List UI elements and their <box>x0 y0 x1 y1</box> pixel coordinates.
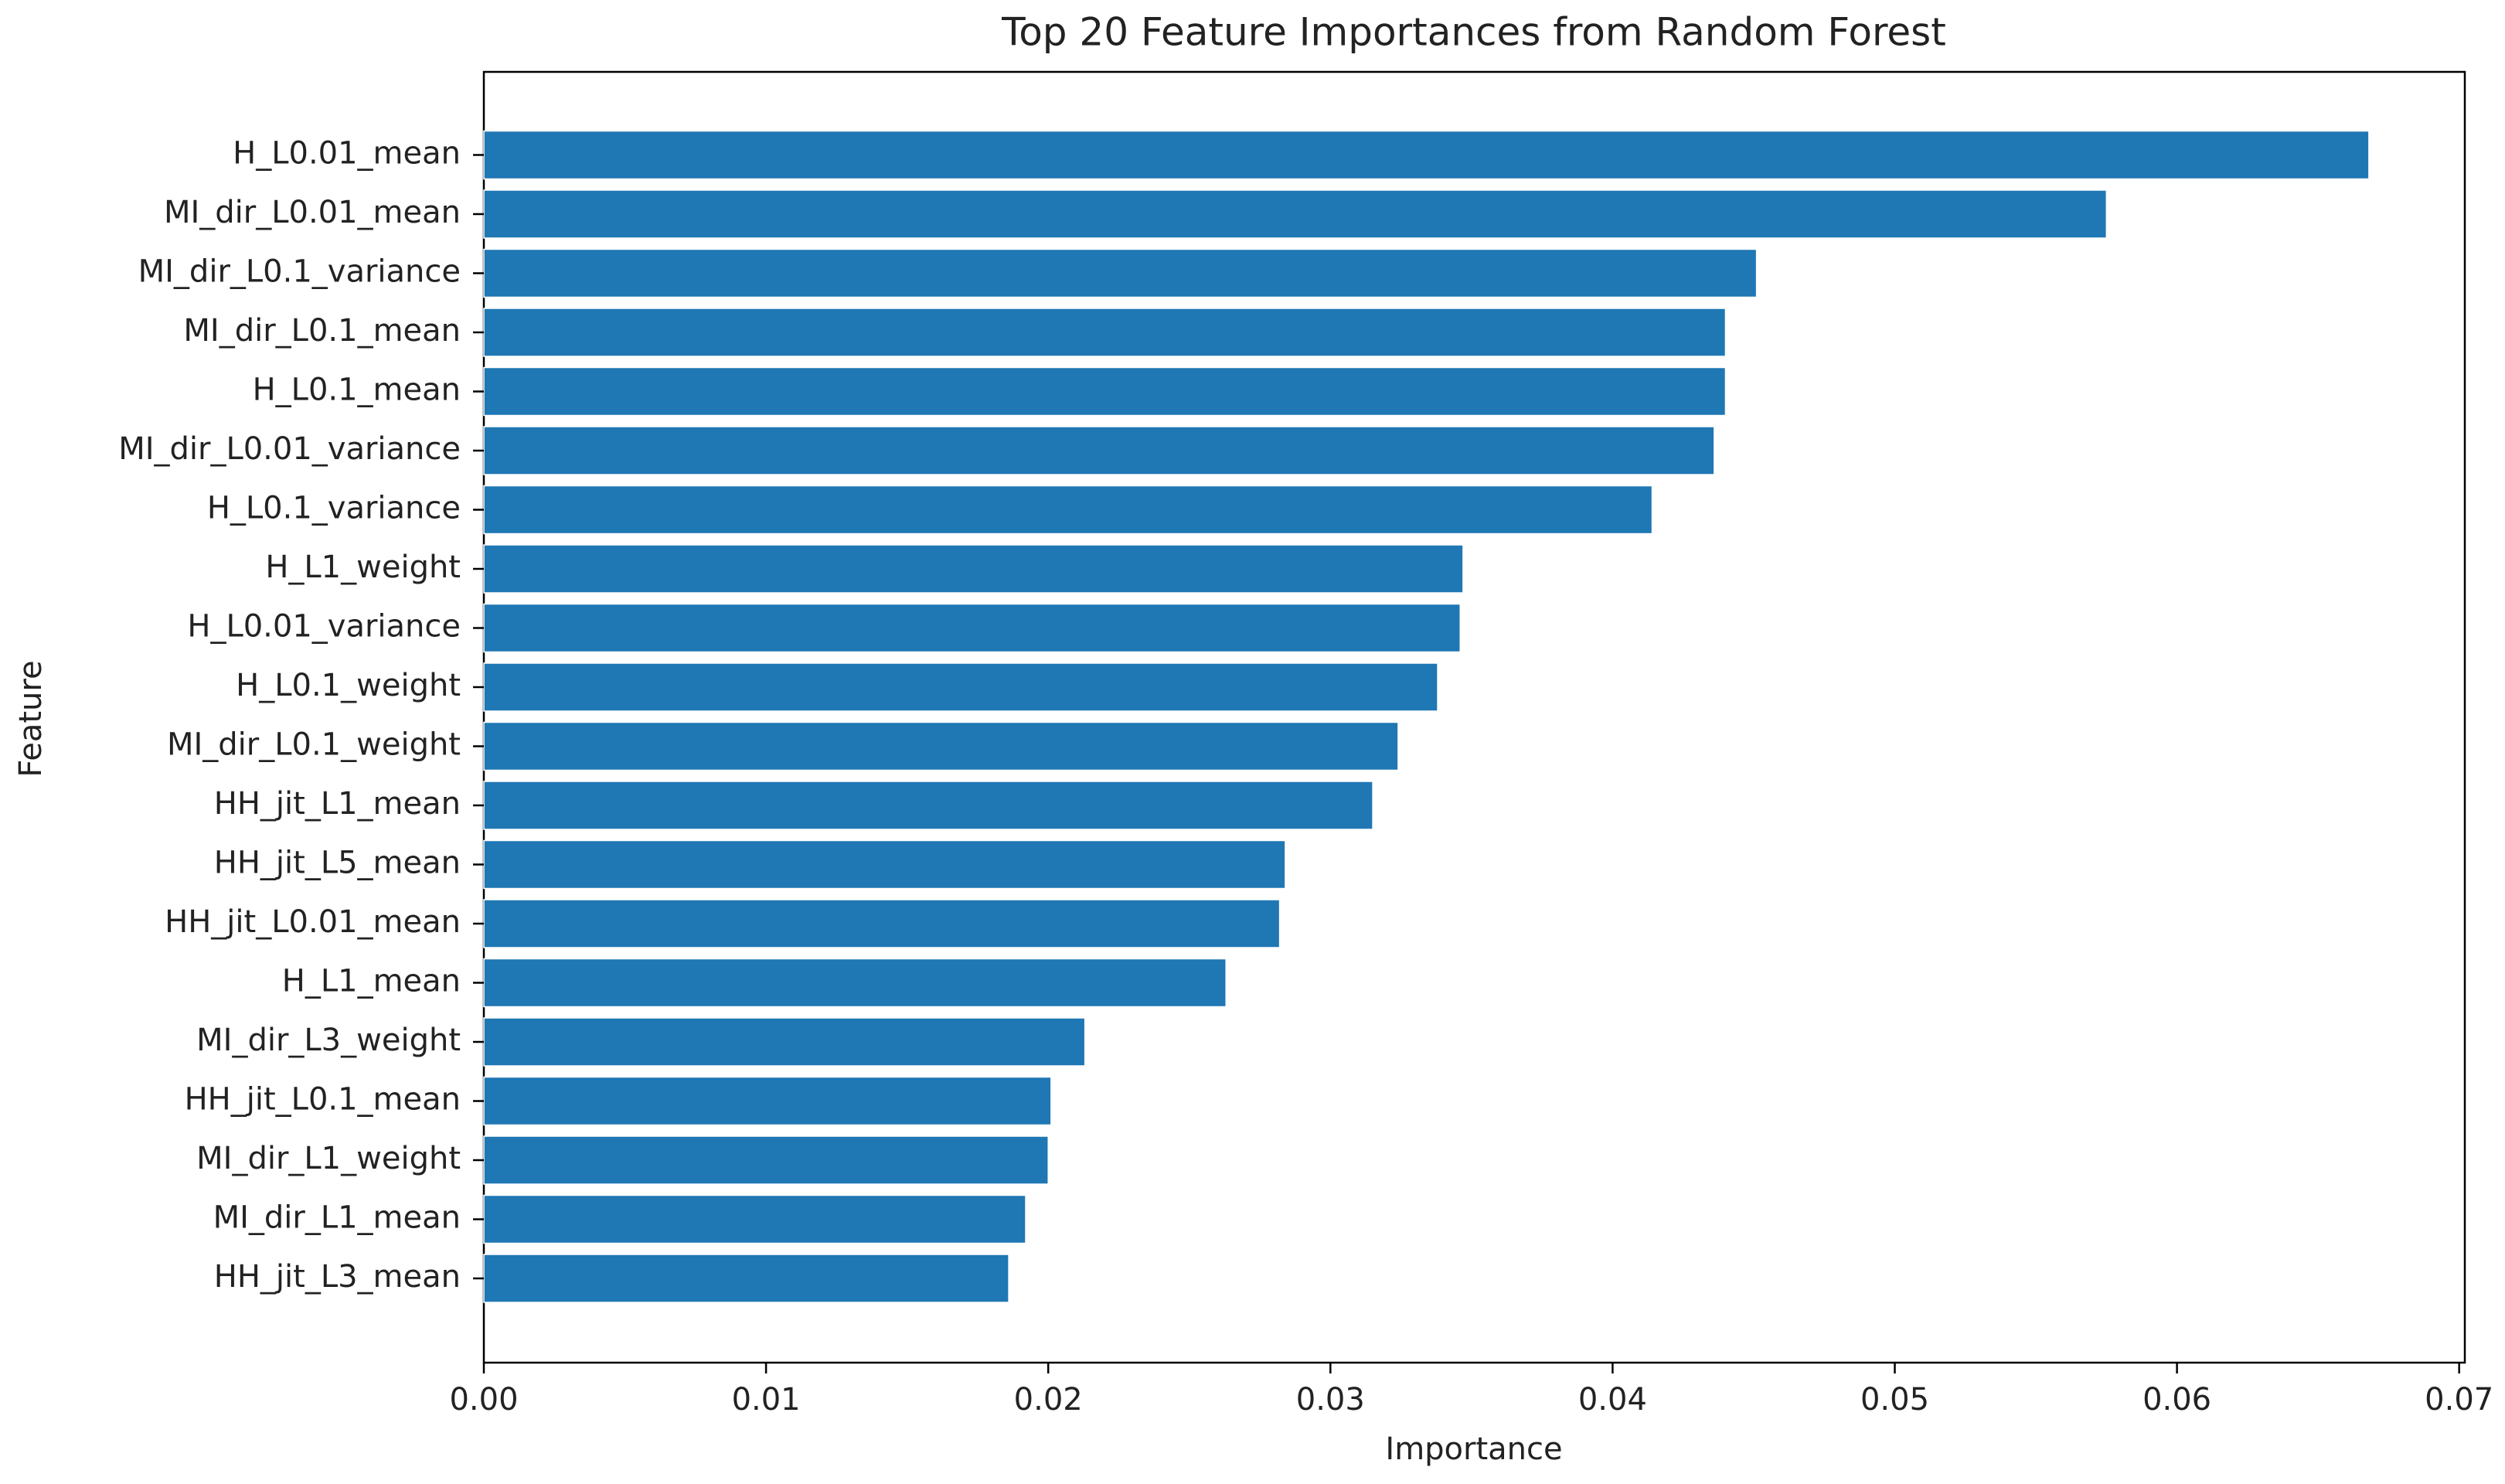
x-axis-label: Importance <box>1385 1431 1562 1467</box>
bar <box>483 839 1286 890</box>
y-tick-label: MI_dir_L1_mean <box>213 1200 461 1236</box>
bar <box>483 544 1464 594</box>
x-tick-label: 0.07 <box>2425 1382 2493 1418</box>
y-tick-label: MI_dir_L0.01_variance <box>118 431 461 467</box>
bar <box>483 662 1438 712</box>
y-tick-label: MI_dir_L0.1_weight <box>167 727 461 763</box>
x-tick-label: 0.00 <box>449 1382 518 1418</box>
y-tick-label: HH_jit_L1_mean <box>214 786 461 822</box>
y-tick-label: H_L0.1_mean <box>253 373 461 408</box>
bar <box>483 366 1727 417</box>
bar <box>483 189 2108 239</box>
bar <box>483 721 1399 771</box>
y-tick-label: MI_dir_L3_weight <box>196 1023 461 1058</box>
axes-frame <box>482 70 2466 1364</box>
x-tick-label: 0.06 <box>2143 1382 2211 1418</box>
bar <box>483 781 1373 830</box>
y-tick-label: MI_dir_L0.1_mean <box>183 313 461 349</box>
bar <box>483 899 1281 948</box>
x-tick-label: 0.03 <box>1296 1382 1365 1418</box>
bar <box>483 1017 1086 1067</box>
bar <box>483 1254 1009 1303</box>
x-tick-label: 0.04 <box>1578 1382 1647 1418</box>
y-tick-label: HH_jit_L0.01_mean <box>165 904 461 940</box>
bar <box>483 308 1727 357</box>
y-tick-label: H_L0.01_variance <box>187 609 461 645</box>
bar <box>483 958 1227 1008</box>
y-axis-label: Feature <box>13 660 49 777</box>
y-tick-label: MI_dir_L1_weight <box>196 1141 461 1176</box>
y-tick-label: HH_jit_L5_mean <box>214 846 461 881</box>
y-tick-label: H_L0.01_mean <box>233 136 461 172</box>
bar <box>483 603 1461 653</box>
bar <box>483 1076 1052 1126</box>
bar <box>483 485 1653 535</box>
chart-title: Top 20 Feature Importances from Random F… <box>1001 10 1946 55</box>
x-tick-label: 0.05 <box>1860 1382 1929 1418</box>
bar <box>483 426 1715 475</box>
y-tick-label: H_L0.1_variance <box>207 491 461 526</box>
y-tick-label: MI_dir_L0.1_variance <box>138 254 461 290</box>
bar <box>483 130 2370 180</box>
bar <box>483 1194 1026 1244</box>
bar <box>483 1135 1049 1185</box>
y-tick-label: H_L0.1_weight <box>236 668 461 703</box>
x-tick-label: 0.01 <box>732 1382 801 1418</box>
y-tick-label: HH_jit_L0.1_mean <box>185 1082 461 1118</box>
y-tick-label: H_L1_weight <box>265 550 461 585</box>
bar <box>483 248 1758 298</box>
y-tick-label: H_L1_mean <box>282 964 461 999</box>
y-tick-label: MI_dir_L0.01_mean <box>164 195 461 230</box>
y-tick-label: HH_jit_L3_mean <box>214 1259 461 1295</box>
x-tick-label: 0.02 <box>1014 1382 1083 1418</box>
